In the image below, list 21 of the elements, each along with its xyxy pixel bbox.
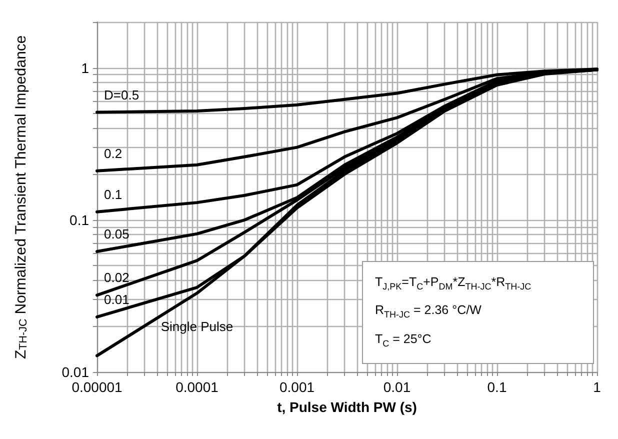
y-axis-title: ZTH-JC Normalized Transient Thermal Impedance (12, 35, 30, 360)
y-tick-label: 1 (81, 60, 90, 76)
series-label: 0.01 (104, 292, 130, 307)
annotation: T$_{C}$ = 25°C (375, 330, 432, 350)
x-tick-label: 0.0001 (176, 379, 219, 395)
series-label: 0.1 (104, 186, 122, 202)
x-axis-title: t, Pulse Width PW (s) (277, 399, 417, 415)
series-label: D=0.5 (104, 87, 140, 102)
series-label: 0.05 (104, 226, 130, 242)
series-label: 0.02 (104, 270, 130, 286)
annotation: R$_{TH-JC}$ = 2.36 °C/W (375, 302, 482, 322)
y-tick-label: 0.1 (70, 212, 90, 228)
note-box: T$_{J,PK}$=T$_{C}$+P$_{DM}$*Z$_{TH-JC}$*R$_{TH-JC}$ R$_{TH-JC}$ = 2.36 °C/W T$_{C}$ = 25°C (362, 260, 594, 364)
x-tick-label: 1 (593, 379, 602, 395)
series-label: Single Pulse (160, 319, 234, 334)
x-tick-label: 0.001 (279, 379, 315, 395)
x-tick-label: 0.00001 (72, 379, 123, 395)
series-label: 0.2 (104, 146, 122, 161)
x-tick-label: 0.1 (487, 379, 507, 395)
x-tick-label: 0.01 (383, 379, 411, 395)
y-tick-label: 0.01 (62, 364, 90, 380)
